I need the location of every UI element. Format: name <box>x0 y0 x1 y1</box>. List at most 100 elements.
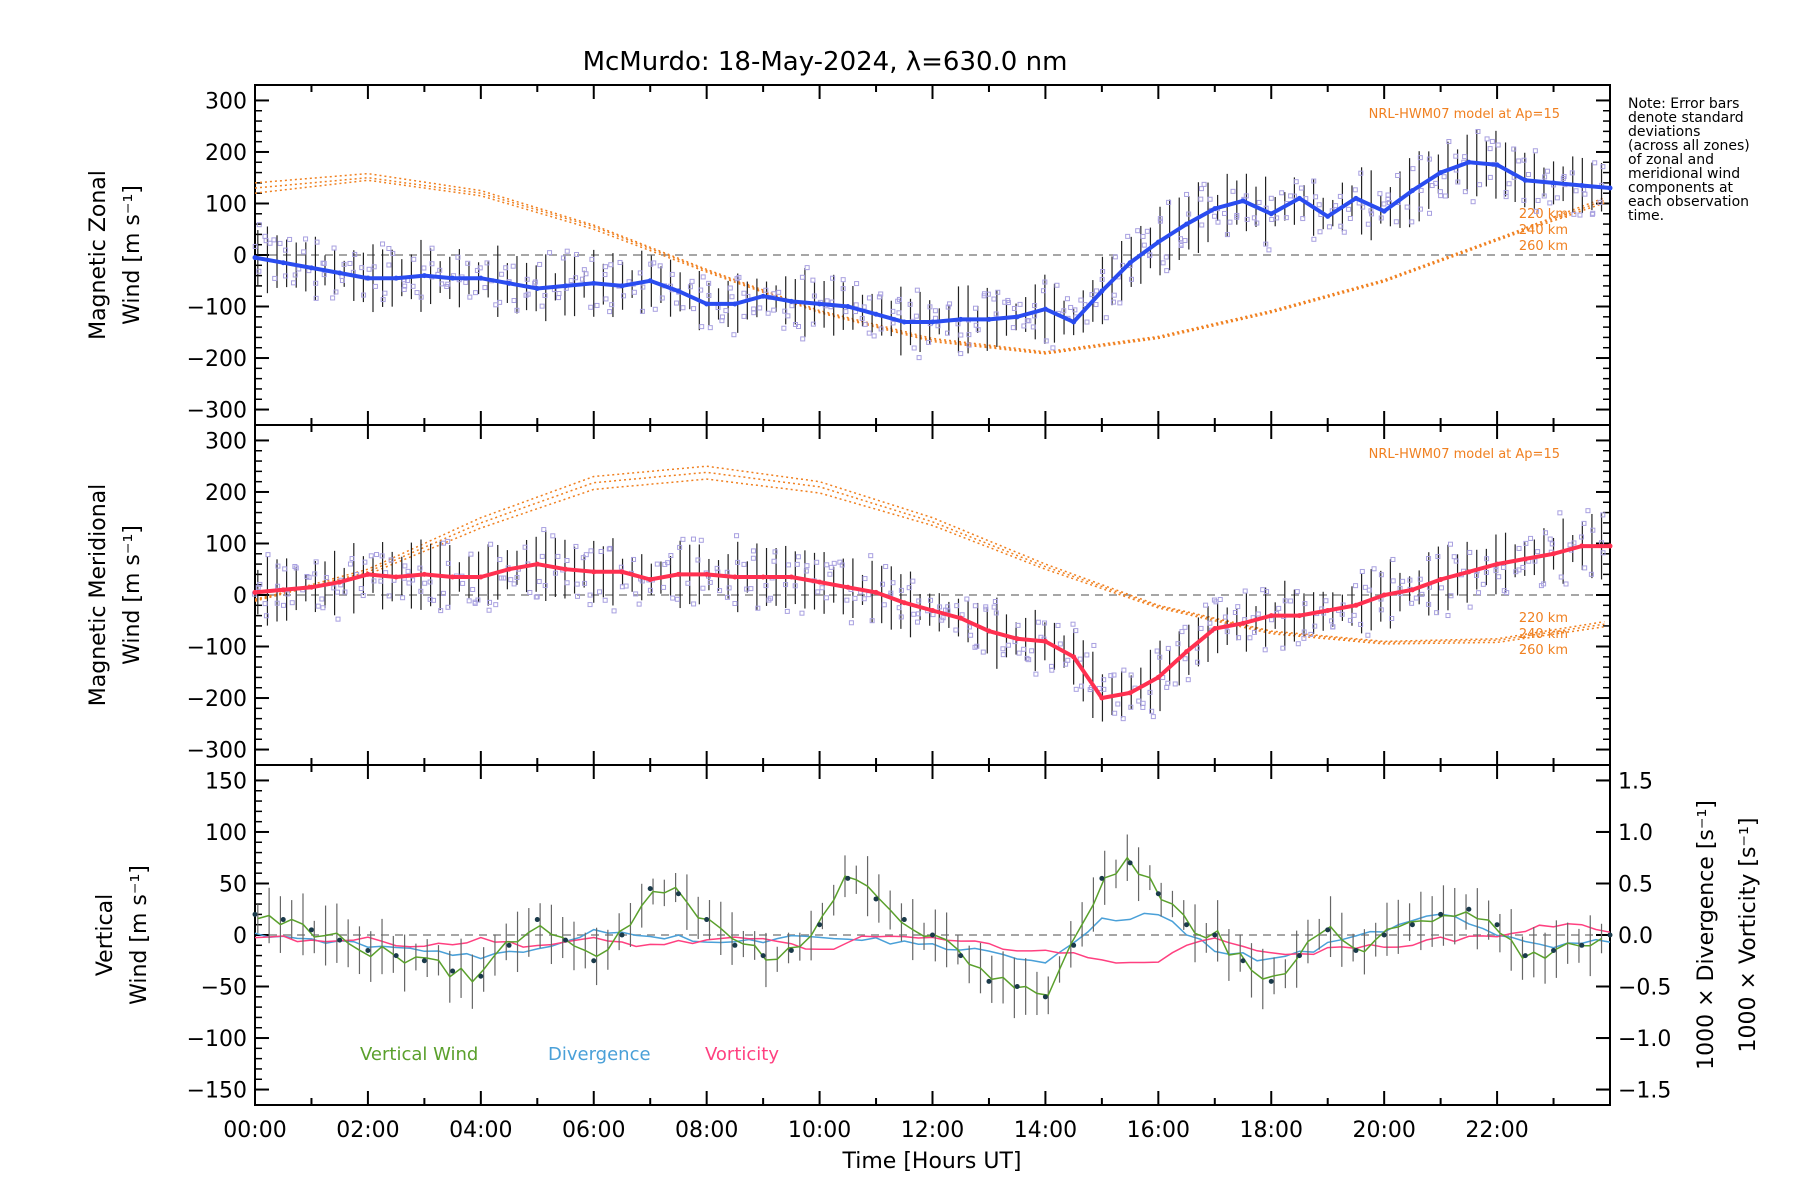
sample-point <box>1385 192 1391 198</box>
sample-point <box>1523 540 1529 546</box>
sample-point <box>1533 208 1539 214</box>
sample-point <box>915 611 921 617</box>
sample-point <box>371 264 377 270</box>
vertical-wind-line <box>257 856 1602 997</box>
sample-point <box>1215 219 1221 225</box>
sample-point <box>700 274 706 280</box>
sample-point <box>1418 187 1424 193</box>
sample-point <box>475 597 481 603</box>
vertical-wind-point <box>958 953 964 959</box>
sample-point <box>853 302 859 308</box>
sample-point <box>1337 193 1343 199</box>
wind-point <box>563 283 569 289</box>
sample-point <box>541 527 547 533</box>
altitude-label: 260 km <box>1519 239 1568 254</box>
y-tick-label: 150 <box>205 769 247 794</box>
sample-point <box>1600 512 1606 518</box>
sample-point <box>587 592 593 598</box>
sample-point <box>287 236 293 242</box>
sample-point <box>1516 158 1522 164</box>
sample-point <box>290 280 296 286</box>
y-tick-label: 0 <box>233 924 247 949</box>
sample-point <box>1470 199 1476 205</box>
vertical-wind-point <box>817 922 823 928</box>
sample-point <box>1243 193 1249 199</box>
wind-point <box>1551 551 1557 557</box>
sample-point <box>880 581 886 587</box>
sample-point <box>1353 583 1359 589</box>
sample-point <box>639 308 645 314</box>
sample-point <box>539 553 545 559</box>
sample-point <box>1110 299 1116 305</box>
sample-point <box>1588 571 1594 577</box>
wind-point <box>675 288 681 294</box>
y-axis-title: Vertical Wind [m s⁻¹] <box>93 865 152 1005</box>
vertical-wind-point <box>788 947 794 953</box>
y2-tick-label: 1.5 <box>1618 769 1653 794</box>
sample-point <box>1311 178 1317 184</box>
sample-point <box>580 555 586 561</box>
sample-point <box>795 554 801 560</box>
sample-point <box>717 588 723 594</box>
sample-point <box>1330 624 1336 630</box>
sample-point <box>1172 681 1178 687</box>
wind-point <box>760 574 766 580</box>
sample-point <box>1446 139 1452 145</box>
sample-point <box>568 278 574 284</box>
wind-point <box>1212 625 1218 631</box>
vertical-wind-point <box>1579 942 1585 948</box>
sample-point <box>698 537 704 543</box>
sample-point <box>1157 654 1163 660</box>
sample-point <box>707 325 713 331</box>
sample-point <box>1386 200 1392 206</box>
y-tick-label: −150 <box>187 1079 247 1104</box>
sample-point <box>1073 628 1079 634</box>
sample-point <box>1528 535 1534 541</box>
sample-point <box>689 278 695 284</box>
sample-point <box>292 272 298 278</box>
sample-point <box>524 276 530 282</box>
wind-point <box>1353 195 1359 201</box>
sample-point <box>1073 686 1079 692</box>
sample-point <box>1389 616 1395 622</box>
sample-point <box>966 624 972 630</box>
sample-point <box>1333 203 1339 209</box>
wind-point <box>252 255 258 261</box>
wind-point <box>1296 195 1302 201</box>
sample-point <box>661 584 667 590</box>
wind-point <box>760 293 766 299</box>
sample-point <box>574 593 580 599</box>
vertical-wind-point <box>393 953 399 959</box>
y-tick-label: −200 <box>187 687 247 712</box>
sample-point <box>352 251 358 257</box>
sample-point <box>1135 228 1141 234</box>
sample-point <box>293 565 299 571</box>
x-tick-label: 06:00 <box>562 1118 625 1143</box>
sample-point <box>799 274 805 280</box>
sample-point <box>944 330 950 336</box>
x-tick-label: 16:00 <box>1127 1118 1190 1143</box>
sample-point <box>695 557 701 563</box>
sample-point <box>947 301 953 307</box>
sample-point <box>647 587 653 593</box>
sample-point <box>680 305 686 311</box>
sample-point <box>362 559 368 565</box>
sample-point <box>1462 189 1468 195</box>
sample-point <box>706 280 712 286</box>
wind-point <box>930 607 935 613</box>
sample-point <box>1475 128 1481 134</box>
sample-point <box>937 604 943 610</box>
sample-point <box>1032 303 1038 309</box>
sample-point <box>1175 641 1181 647</box>
wind-point <box>591 280 597 286</box>
sample-point <box>1089 292 1095 298</box>
sample-point <box>401 286 407 292</box>
sample-point <box>911 345 917 351</box>
wind-point <box>873 589 879 595</box>
wind-point <box>1184 221 1190 227</box>
wind-point <box>1438 577 1444 583</box>
sample-point <box>1140 704 1146 710</box>
sample-point <box>1182 624 1188 630</box>
sample-point <box>890 308 896 314</box>
note-line: denote standard <box>1628 110 1744 126</box>
